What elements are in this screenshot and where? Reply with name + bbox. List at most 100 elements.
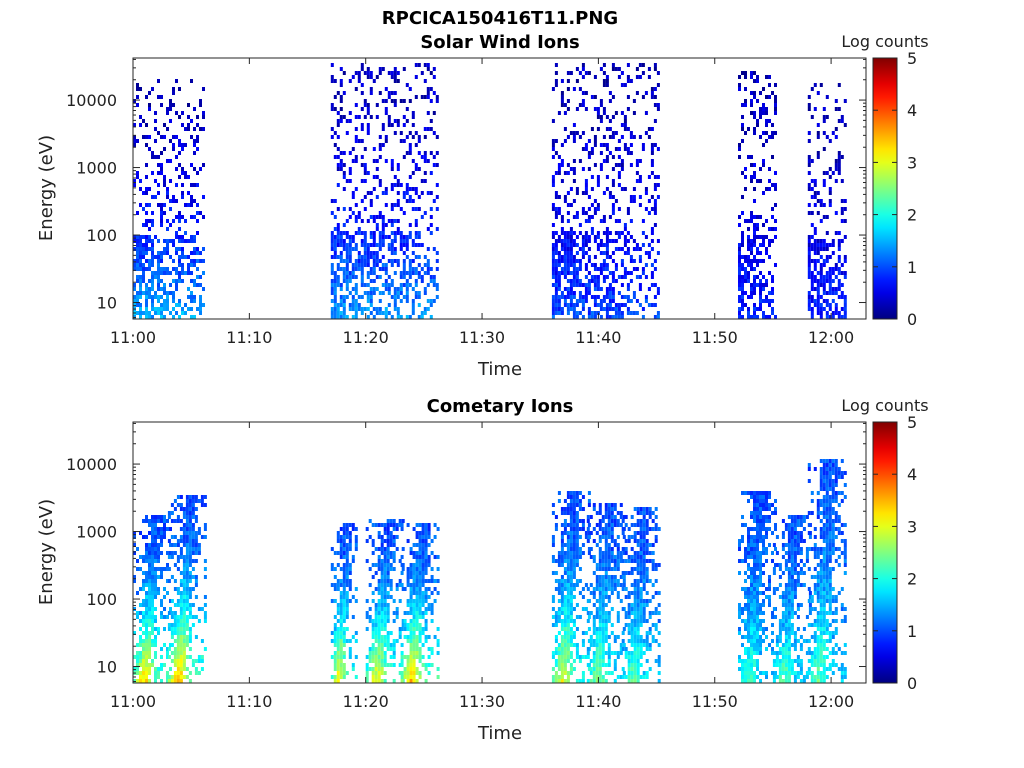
cometary-ions-cell-6 [604, 623, 608, 627]
cometary-ions-cell-0 [145, 519, 148, 523]
solar-wind-ions-cell-0 [145, 283, 148, 287]
cometary-ions-cell-5 [572, 667, 576, 671]
cometary-ions-cell-2 [336, 583, 340, 587]
solar-wind-ions-cell-4 [828, 175, 832, 179]
solar-wind-ions-cell-1 [360, 295, 364, 299]
cometary-ions-cell-7 [636, 507, 640, 511]
solar-wind-ions-cell-2 [584, 183, 588, 187]
cometary-ions-cell-5 [581, 551, 585, 555]
solar-wind-ions-cell-0 [139, 247, 142, 251]
solar-wind-ions-cell-0 [166, 227, 169, 231]
solar-wind-ions-cell-2 [557, 271, 561, 275]
solar-wind-ions-cell-1 [432, 91, 436, 95]
cometary-ions-cell-7 [621, 667, 625, 671]
cometary-ions-cell-5 [566, 615, 570, 619]
solar-wind-ions-cell-2 [569, 231, 573, 235]
cometary-ions-cell-4 [421, 531, 425, 535]
solar-wind-ions-cell-4 [840, 119, 844, 123]
solar-wind-ions-cell-0 [175, 79, 178, 83]
solar-wind-ions-cell-4 [843, 275, 847, 279]
solar-wind-ions-cell-0 [187, 295, 190, 299]
solar-wind-ions-cell-2 [581, 207, 585, 211]
solar-wind-ions-cell-3 [768, 167, 771, 171]
cometary-ions-cell-1 [185, 531, 189, 535]
cometary-ions-cell-5 [572, 523, 576, 527]
cometary-ions-cell-3 [365, 655, 369, 659]
cometary-ions-cell-5 [566, 603, 570, 607]
cometary-ions-cell-7 [633, 627, 637, 631]
solar-wind-ions-cell-1 [378, 211, 382, 215]
cometary-ions-cell-3 [380, 663, 384, 667]
cometary-ions-cell-5 [578, 535, 582, 539]
solar-wind-ions-cell-0 [136, 275, 139, 279]
cometary-ions-cell-6 [613, 519, 617, 523]
cometary-ions-cell-1 [182, 571, 186, 575]
solar-wind-ions-cell-1 [417, 295, 421, 299]
solar-wind-ions-cell-0 [160, 259, 163, 263]
cometary-ions-cell-0 [151, 571, 154, 575]
cometary-ions-cell-7 [624, 655, 628, 659]
solar-wind-ions-cell-1 [333, 315, 337, 319]
solar-wind-ions-cell-3 [774, 187, 777, 191]
cometary-ions-cell-1 [191, 663, 195, 667]
cometary-ions-cell-5 [569, 603, 573, 607]
cometary-ions-cell-7 [627, 623, 631, 627]
solar-wind-ions-cell-4 [816, 135, 820, 139]
cometary-ions-cell-1 [170, 615, 174, 619]
cometary-ions-cell-6 [613, 583, 617, 587]
solar-wind-ions-cell-3 [753, 243, 756, 247]
solar-wind-ions-cell-2 [578, 159, 582, 163]
solar-wind-ions-cell-0 [166, 291, 169, 295]
cometary-ions-cell-7 [639, 643, 643, 647]
cometary-ions-cell-0 [145, 631, 148, 635]
cometary-ions-cell-1 [176, 555, 180, 559]
cometary-ions-cell-3 [383, 539, 387, 543]
solar-wind-ions-cell-4 [810, 87, 814, 91]
cometary-ions-cell-5 [566, 599, 570, 603]
cometary-ions-cell-4 [415, 575, 419, 579]
cometary-ions-cell-4 [412, 603, 416, 607]
cometary-ions-cell-1 [191, 559, 195, 563]
cometary-ions-cell-1 [176, 503, 180, 507]
solar-wind-ions-cell-0 [181, 111, 184, 115]
solar-wind-ions-cell-1 [390, 263, 394, 267]
solar-wind-ions-cell-2 [647, 199, 651, 203]
solar-wind-ions-cell-2 [551, 307, 555, 311]
cometary-ions-cell-7 [636, 663, 640, 667]
solar-wind-ions-cell-0 [157, 131, 160, 135]
solar-wind-ions-cell-1 [360, 163, 364, 167]
cometary-ions-cell-1 [191, 515, 195, 519]
cometary-ions-cell-1 [170, 551, 174, 555]
solar-wind-ions-cell-1 [366, 255, 370, 259]
cometary-ions-cell-5 [551, 539, 555, 543]
solar-wind-ions-cell-1 [333, 131, 337, 135]
cometary-ions-cell-1 [194, 579, 198, 583]
solar-wind-ions-cell-0 [157, 267, 160, 271]
cometary-ions-cell-0 [139, 643, 142, 647]
cometary-ions-cell-7 [648, 511, 652, 515]
solar-wind-ions-cell-0 [160, 103, 163, 107]
cometary-ions-cell-0 [151, 583, 154, 587]
cometary-ions-cell-5 [578, 519, 582, 523]
cometary-ions-cell-3 [398, 523, 402, 527]
solar-wind-ions-cell-1 [354, 259, 358, 263]
solar-wind-ions-cell-1 [330, 287, 334, 291]
solar-wind-ions-cell-2 [587, 279, 591, 283]
cometary-ions-title: Cometary Ions [427, 396, 574, 417]
solar-wind-ions-cell-4 [840, 263, 844, 267]
cometary-ions-cell-6 [592, 667, 596, 671]
solar-wind-ions-cell-1 [390, 163, 394, 167]
cometary-ions-cell-7 [645, 567, 649, 571]
solar-wind-ions-cell-1 [393, 299, 397, 303]
solar-wind-ions-cell-1 [375, 263, 379, 267]
cometary-ions-cell-0 [139, 567, 142, 571]
cometary-ions-cell-5 [560, 603, 564, 607]
solar-wind-ions-cell-1 [336, 163, 340, 167]
solar-wind-ions-cell-1 [396, 179, 400, 183]
solar-wind-ions-cell-3 [765, 219, 768, 223]
solar-wind-ions-cell-1 [372, 271, 376, 275]
cometary-ions-cell-6 [613, 559, 617, 563]
cometary-ions-cell-0 [148, 671, 151, 675]
solar-wind-ions-cell-3 [756, 99, 759, 103]
solar-wind-ions-cell-1 [363, 231, 367, 235]
